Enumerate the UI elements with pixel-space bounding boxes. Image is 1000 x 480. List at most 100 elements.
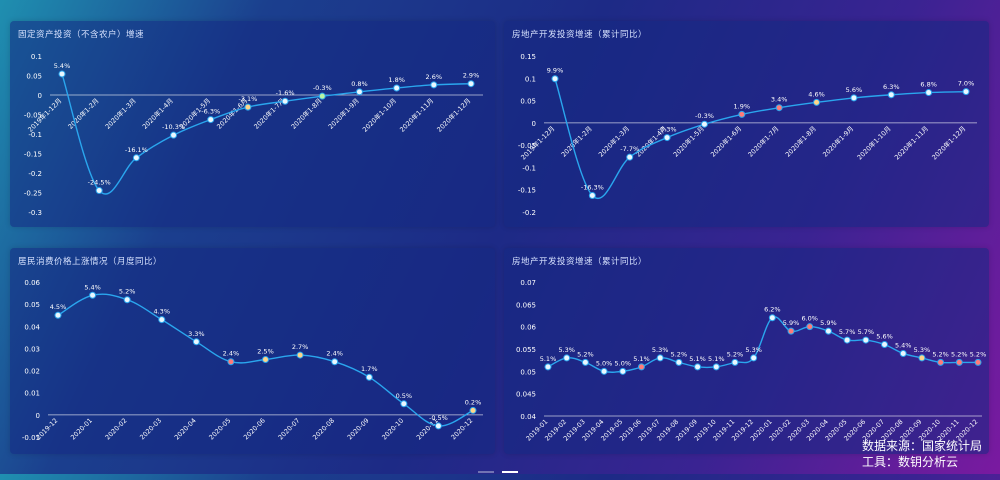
pager-dot-1[interactable] xyxy=(478,470,494,473)
data-point[interactable] xyxy=(551,75,559,83)
line-chart-real-estate-monthly[interactable]: 0.070.0650.060.0550.050.0450.042019-0120… xyxy=(504,248,989,454)
data-point[interactable] xyxy=(544,363,552,371)
data-point[interactable] xyxy=(262,356,269,363)
data-point[interactable] xyxy=(656,354,664,362)
data-point[interactable] xyxy=(600,367,608,375)
line-chart-fixed-asset[interactable]: 0.10.050-0.05-0.1-0.15-0.2-0.25-0.32019年… xyxy=(10,21,495,227)
x-tick-label: 2020年1-3月 xyxy=(596,124,631,159)
data-point[interactable] xyxy=(296,351,304,359)
data-point[interactable] xyxy=(881,341,889,349)
chart-title: 固定资产投资（不含农户）增速 xyxy=(18,30,145,40)
data-point[interactable] xyxy=(132,154,140,162)
x-tick-label: 2020年1-11月 xyxy=(892,124,930,162)
data-point[interactable] xyxy=(469,406,477,414)
pager-dot-2[interactable] xyxy=(502,470,518,473)
data-point[interactable] xyxy=(318,92,326,100)
data-label: 3.4% xyxy=(771,96,788,104)
x-tick-label: 2020-03 xyxy=(138,417,163,442)
data-label: -6.3% xyxy=(201,108,220,116)
y-tick-label: 0 xyxy=(36,412,40,420)
data-point[interactable] xyxy=(626,153,634,161)
data-point[interactable] xyxy=(192,338,200,346)
data-label: 5.3% xyxy=(558,346,575,354)
data-label: 5.0% xyxy=(615,359,632,367)
data-point[interactable] xyxy=(207,116,215,124)
data-point[interactable] xyxy=(899,349,907,357)
x-tick-label: 2020年1-10月 xyxy=(855,124,893,162)
data-point[interactable] xyxy=(95,187,103,195)
data-point[interactable] xyxy=(158,316,166,324)
data-label: 5.2% xyxy=(727,350,744,358)
line-chart-real-estate-investment[interactable]: 0.150.10.050-0.05-0.1-0.15-0.22019年1-12月… xyxy=(504,21,989,227)
data-point[interactable] xyxy=(430,81,438,89)
data-label: 5.2% xyxy=(932,350,949,358)
data-point[interactable] xyxy=(675,358,683,366)
data-point[interactable] xyxy=(974,358,982,366)
data-point[interactable] xyxy=(955,358,963,366)
data-point[interactable] xyxy=(925,89,933,97)
data-label: 2.6% xyxy=(426,73,443,81)
data-point[interactable] xyxy=(123,296,131,304)
data-point[interactable] xyxy=(281,97,289,105)
data-point[interactable] xyxy=(712,363,720,371)
data-point[interactable] xyxy=(750,354,758,362)
data-point[interactable] xyxy=(400,400,408,408)
data-point[interactable] xyxy=(813,98,821,106)
data-point[interactable] xyxy=(843,336,851,344)
data-point[interactable] xyxy=(700,120,708,128)
data-point[interactable] xyxy=(619,367,627,375)
data-point[interactable] xyxy=(581,358,589,366)
data-point[interactable] xyxy=(355,88,363,96)
data-point[interactable] xyxy=(787,327,795,335)
data-point[interactable] xyxy=(89,291,97,299)
data-point[interactable] xyxy=(563,354,571,362)
x-tick-label: 2020-07 xyxy=(277,417,302,442)
x-tick-label: 2020-10 xyxy=(380,417,405,442)
y-tick-label: 0.15 xyxy=(520,53,536,61)
data-point[interactable] xyxy=(731,358,739,366)
y-tick-label: 0.01 xyxy=(24,390,40,398)
chart-panel-real-estate-investment: 房地产开发投资增速（累计同比） 0.15 0.1 0.05 0 -0.05 -0.1 -0.… xyxy=(504,21,989,227)
x-tick-label: 2020-12 xyxy=(450,417,475,442)
x-tick-label: 2020年1-6月 xyxy=(708,124,743,159)
data-point[interactable] xyxy=(775,104,783,112)
data-point[interactable] xyxy=(862,336,870,344)
data-point[interactable] xyxy=(918,354,926,362)
x-tick-label: 2020年1-2月 xyxy=(66,96,101,131)
data-point[interactable] xyxy=(937,358,945,366)
data-label: 2.5% xyxy=(257,348,274,356)
data-point[interactable] xyxy=(824,327,832,335)
y-tick-label: 0.05 xyxy=(24,301,40,309)
data-point[interactable] xyxy=(663,134,671,142)
data-point[interactable] xyxy=(637,363,645,371)
data-point[interactable] xyxy=(768,314,776,322)
x-tick-label: 2020-04 xyxy=(173,417,198,442)
data-point[interactable] xyxy=(850,94,858,102)
data-point[interactable] xyxy=(588,192,596,200)
y-tick-label: 0.05 xyxy=(520,98,536,106)
data-point[interactable] xyxy=(962,88,970,96)
data-point[interactable] xyxy=(887,91,895,99)
data-point[interactable] xyxy=(393,84,401,92)
data-point[interactable] xyxy=(467,80,475,88)
data-point[interactable] xyxy=(694,363,702,371)
data-point[interactable] xyxy=(365,373,373,381)
data-label: 5.2% xyxy=(951,350,968,358)
data-point[interactable] xyxy=(806,323,814,331)
x-tick-label: 2020-06 xyxy=(242,417,267,442)
data-label: 2.4% xyxy=(326,350,343,358)
data-label: 4.5% xyxy=(50,303,67,311)
data-point[interactable] xyxy=(331,358,339,366)
data-label: 5.4% xyxy=(54,62,71,70)
data-point[interactable] xyxy=(244,103,252,111)
data-point[interactable] xyxy=(738,110,746,118)
data-label: -0.3% xyxy=(695,112,714,120)
y-tick-label: 0.06 xyxy=(24,279,40,287)
data-point[interactable] xyxy=(170,131,178,139)
data-point[interactable] xyxy=(227,358,235,366)
data-point[interactable] xyxy=(54,311,62,319)
data-label: 5.2% xyxy=(970,350,987,358)
data-point[interactable] xyxy=(58,70,66,78)
data-point[interactable] xyxy=(434,422,442,430)
